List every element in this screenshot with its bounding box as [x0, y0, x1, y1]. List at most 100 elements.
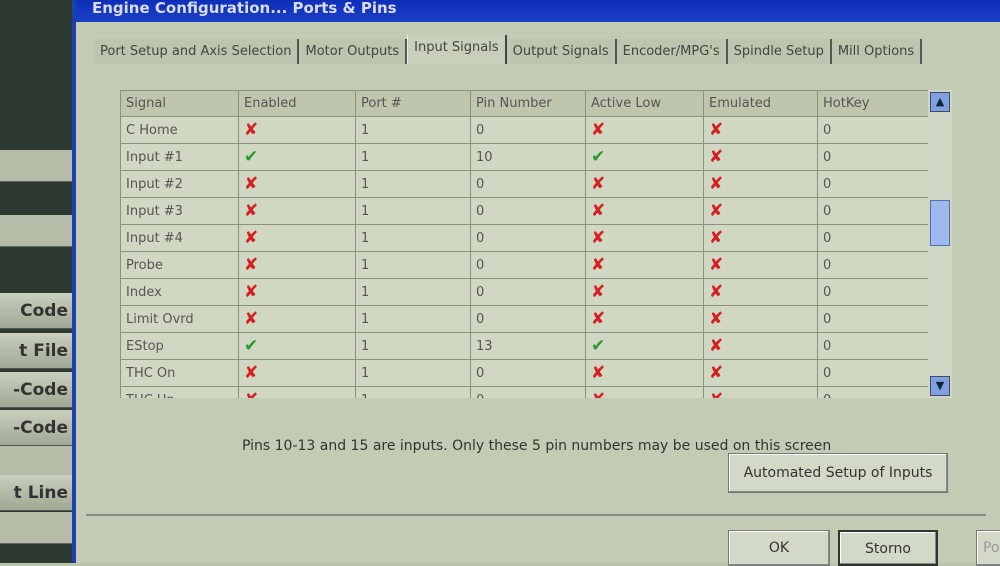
red-x-icon[interactable]: ✘ [709, 201, 724, 221]
active-low-cell[interactable]: ✘ [585, 359, 704, 387]
red-x-icon[interactable]: ✘ [709, 390, 723, 398]
signal-cell[interactable]: EStop [120, 332, 239, 360]
side-button-code[interactable]: Code [0, 293, 72, 329]
side-button-gcode[interactable]: -Code [0, 372, 72, 408]
active-low-cell[interactable]: ✘ [585, 251, 704, 279]
red-x-icon[interactable]: ✘ [709, 228, 724, 248]
emulated-cell[interactable]: ✘ [703, 359, 818, 387]
active-low-cell[interactable]: ✘ [585, 386, 704, 398]
signal-cell[interactable]: Index [120, 278, 239, 306]
enabled-cell[interactable]: ✘ [238, 170, 356, 198]
scroll-up-icon[interactable]: ▲ [930, 92, 950, 112]
ok-button[interactable]: OK [728, 530, 830, 566]
tab-output-signals[interactable]: Output Signals [506, 39, 617, 64]
tab-spindle-setup[interactable]: Spindle Setup [727, 39, 832, 64]
red-x-icon[interactable]: ✘ [591, 174, 606, 194]
hotkey-cell[interactable]: 0 [817, 251, 929, 279]
red-x-icon[interactable]: ✘ [709, 147, 724, 167]
table-row[interactable]: Input #3 ✘ 1 0 ✘ ✘ 0 [120, 197, 929, 225]
hotkey-cell[interactable]: 0 [817, 224, 929, 252]
hotkey-cell[interactable]: 0 [817, 143, 929, 171]
pin-cell[interactable]: 0 [470, 116, 586, 144]
hotkey-cell[interactable]: 0 [817, 386, 929, 398]
side-button-file[interactable]: t File [0, 333, 72, 369]
port-cell[interactable]: 1 [355, 332, 471, 360]
enabled-cell[interactable]: ✘ [238, 197, 356, 225]
red-x-icon[interactable]: ✘ [591, 282, 606, 302]
table-row[interactable]: Limit Ovrd ✘ 1 0 ✘ ✘ 0 [120, 305, 929, 333]
tab-encoder-mpg[interactable]: Encoder/MPG's [616, 39, 728, 64]
column-header-pin[interactable]: Pin Number [470, 90, 586, 117]
enabled-cell[interactable]: ✔ [238, 143, 356, 171]
scrollbar-thumb[interactable] [930, 200, 950, 246]
port-cell[interactable]: 1 [355, 278, 471, 306]
hotkey-cell[interactable]: 0 [817, 197, 929, 225]
storno-button[interactable]: Storno [838, 530, 938, 566]
hotkey-cell[interactable]: 0 [817, 305, 929, 333]
column-header-hotkey[interactable]: HotKey [817, 90, 929, 117]
red-x-icon[interactable]: ✘ [244, 201, 259, 221]
emulated-cell[interactable]: ✘ [703, 170, 818, 198]
red-x-icon[interactable]: ✘ [709, 120, 724, 140]
signal-cell[interactable]: Input #4 [120, 224, 239, 252]
table-row[interactable]: Index ✘ 1 0 ✘ ✘ 0 [120, 278, 929, 306]
emulated-cell[interactable]: ✘ [703, 386, 818, 398]
emulated-cell[interactable]: ✘ [703, 224, 818, 252]
red-x-icon[interactable]: ✘ [709, 363, 724, 383]
red-x-icon[interactable]: ✘ [244, 363, 259, 383]
signal-cell[interactable]: Input #2 [120, 170, 239, 198]
green-check-icon[interactable]: ✔ [244, 147, 259, 167]
emulated-cell[interactable]: ✘ [703, 143, 818, 171]
column-header-enabled[interactable]: Enabled [238, 90, 356, 117]
pin-cell[interactable]: 0 [470, 386, 586, 398]
port-cell[interactable]: 1 [355, 386, 471, 398]
tab-port-setup[interactable]: Port Setup and Axis Selection [94, 39, 300, 64]
automated-setup-button[interactable]: Automated Setup of Inputs [728, 453, 948, 493]
enabled-cell[interactable]: ✘ [238, 251, 356, 279]
enabled-cell[interactable]: ✘ [238, 386, 356, 398]
table-row[interactable]: Input #2 ✘ 1 0 ✘ ✘ 0 [120, 170, 929, 198]
pin-cell[interactable]: 0 [470, 359, 586, 387]
port-cell[interactable]: 1 [355, 305, 471, 333]
red-x-icon[interactable]: ✘ [591, 120, 606, 140]
tab-input-signals[interactable]: Input Signals [407, 35, 507, 64]
pin-cell[interactable]: 0 [470, 305, 586, 333]
hotkey-cell[interactable]: 0 [817, 116, 929, 144]
table-scrollbar[interactable]: ▲ ▼ [928, 90, 952, 398]
pin-cell[interactable]: 0 [470, 278, 586, 306]
port-cell[interactable]: 1 [355, 116, 471, 144]
enabled-cell[interactable]: ✘ [238, 359, 356, 387]
red-x-icon[interactable]: ✘ [591, 309, 606, 329]
hotkey-cell[interactable]: 0 [817, 278, 929, 306]
column-header-port[interactable]: Port # [355, 90, 471, 117]
column-header-emulated[interactable]: Emulated [703, 90, 818, 117]
enabled-cell[interactable]: ✘ [238, 305, 356, 333]
red-x-icon[interactable]: ✘ [709, 174, 724, 194]
emulated-cell[interactable]: ✘ [703, 251, 818, 279]
enabled-cell[interactable]: ✘ [238, 116, 356, 144]
red-x-icon[interactable]: ✘ [591, 255, 606, 275]
red-x-icon[interactable]: ✘ [591, 201, 606, 221]
red-x-icon[interactable]: ✘ [244, 120, 259, 140]
port-cell[interactable]: 1 [355, 224, 471, 252]
red-x-icon[interactable]: ✘ [244, 282, 259, 302]
emulated-cell[interactable]: ✘ [703, 116, 818, 144]
active-low-cell[interactable]: ✘ [585, 197, 704, 225]
side-button[interactable] [0, 215, 72, 247]
tab-motor-outputs[interactable]: Motor Outputs [299, 39, 408, 64]
enabled-cell[interactable]: ✘ [238, 278, 356, 306]
emulated-cell[interactable]: ✘ [703, 332, 818, 360]
green-check-icon[interactable]: ✔ [591, 336, 606, 356]
table-row[interactable]: EStop ✔ 1 13 ✔ ✘ 0 [120, 332, 929, 360]
active-low-cell[interactable]: ✔ [585, 143, 704, 171]
active-low-cell[interactable]: ✘ [585, 224, 704, 252]
table-row[interactable]: Input #4 ✘ 1 0 ✘ ✘ 0 [120, 224, 929, 252]
red-x-icon[interactable]: ✘ [709, 255, 724, 275]
signal-cell[interactable]: Limit Ovrd [120, 305, 239, 333]
red-x-icon[interactable]: ✘ [709, 282, 724, 302]
emulated-cell[interactable]: ✘ [703, 305, 818, 333]
hotkey-cell[interactable]: 0 [817, 170, 929, 198]
active-low-cell[interactable]: ✘ [585, 278, 704, 306]
signal-cell[interactable]: Probe [120, 251, 239, 279]
signal-cell[interactable]: THC On [120, 359, 239, 387]
